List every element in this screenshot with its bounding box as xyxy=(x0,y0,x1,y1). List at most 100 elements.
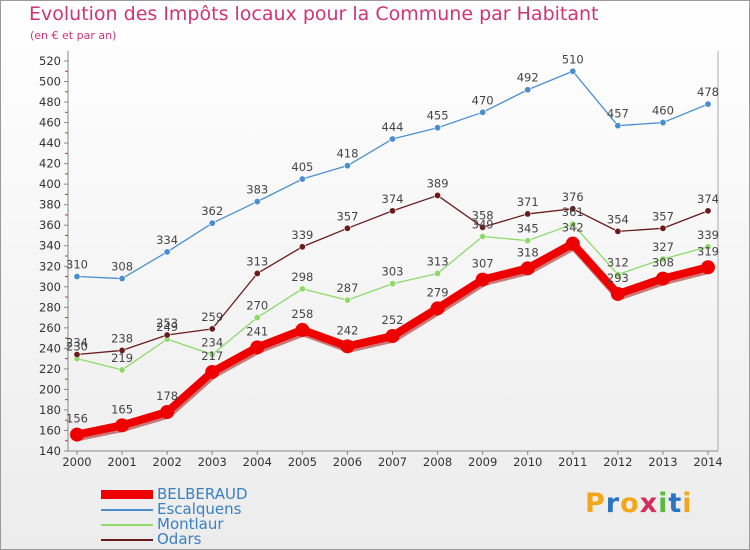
y-tick-label: 460 xyxy=(39,116,61,130)
y-tick-label: 280 xyxy=(39,300,61,314)
y-tick-label: 140 xyxy=(39,444,61,458)
data-label-belberaud: 242 xyxy=(336,323,358,337)
chart-subtitle: (en € et par an) xyxy=(30,29,117,42)
x-tick-label: 2003 xyxy=(198,455,227,469)
data-point-odars xyxy=(569,205,577,213)
data-point-odars xyxy=(118,346,126,354)
data-label-montlaur: 339 xyxy=(697,228,719,242)
y-tick-label: 500 xyxy=(39,75,61,89)
data-point-escalquens xyxy=(704,100,712,108)
data-point-montlaur xyxy=(118,366,126,374)
data-label-belberaud: 279 xyxy=(427,285,449,299)
logo-letter: P xyxy=(585,488,606,519)
data-label-escalquens: 460 xyxy=(652,104,674,118)
data-label-escalquens: 383 xyxy=(246,183,268,197)
logo-letter: t xyxy=(668,488,683,519)
data-point-odars xyxy=(479,223,487,231)
legend-swatch-odars xyxy=(101,539,153,541)
y-tick-label: 340 xyxy=(39,239,61,253)
data-label-montlaur: 219 xyxy=(111,351,133,365)
data-label-escalquens: 334 xyxy=(156,233,178,247)
y-tick-label: 440 xyxy=(39,136,61,150)
data-label-belberaud: 258 xyxy=(291,307,313,321)
data-label-belberaud: 293 xyxy=(607,271,629,285)
y-tick-label: 480 xyxy=(39,95,61,109)
data-label-montlaur: 313 xyxy=(427,254,449,268)
data-point-odars xyxy=(253,269,261,277)
data-point-belberaud xyxy=(565,236,580,251)
data-label-odars: 358 xyxy=(472,208,494,222)
y-tick-label: 420 xyxy=(39,157,61,171)
data-label-escalquens: 492 xyxy=(517,71,539,85)
data-point-odars xyxy=(163,331,171,339)
data-label-belberaud: 319 xyxy=(697,244,719,258)
x-tick-label: 2007 xyxy=(378,455,407,469)
data-labels: 310 308 334 362 383 405 418 444 455 470 492 510 457 4… xyxy=(66,52,719,425)
data-point-escalquens xyxy=(434,124,442,132)
data-point-montlaur xyxy=(704,243,712,251)
data-label-odars: 354 xyxy=(607,212,629,226)
data-label-escalquens: 362 xyxy=(201,204,223,218)
data-label-montlaur: 327 xyxy=(652,240,674,254)
data-label-escalquens: 457 xyxy=(607,107,629,121)
y-tick-label: 320 xyxy=(39,259,61,273)
data-point-escalquens xyxy=(163,248,171,256)
y-tick-label: 160 xyxy=(39,423,61,437)
data-label-escalquens: 418 xyxy=(336,147,358,161)
data-label-odars: 234 xyxy=(66,336,88,350)
data-label-odars: 376 xyxy=(562,190,584,204)
data-point-odars xyxy=(524,210,532,218)
data-point-belberaud xyxy=(610,286,625,301)
x-tick-label: 2000 xyxy=(62,455,91,469)
x-tick-label: 2001 xyxy=(107,455,136,469)
y-tick-label: 400 xyxy=(39,177,61,191)
data-label-montlaur: 270 xyxy=(246,299,268,313)
data-point-odars xyxy=(298,243,306,251)
data-label-montlaur: 287 xyxy=(336,281,358,295)
logo-letter: o xyxy=(620,488,640,519)
data-point-belberaud xyxy=(115,418,130,433)
data-point-montlaur xyxy=(434,269,442,277)
data-point-belberaud xyxy=(205,364,220,379)
legend-label-montlaur: Montlaur xyxy=(157,515,224,533)
data-point-belberaud xyxy=(701,260,715,275)
data-point-escalquens xyxy=(73,273,81,281)
data-label-odars: 374 xyxy=(382,192,404,206)
data-point-escalquens xyxy=(343,162,351,170)
x-tick-label: 2006 xyxy=(333,455,362,469)
data-label-montlaur: 230 xyxy=(66,340,88,354)
data-label-escalquens: 470 xyxy=(472,93,494,107)
data-label-escalquens: 405 xyxy=(291,160,313,174)
logo-letter: i xyxy=(682,488,693,519)
data-label-belberaud: 241 xyxy=(246,324,268,338)
data-point-montlaur xyxy=(659,255,667,263)
y-tick-label: 360 xyxy=(39,218,61,232)
legend-label-belberaud: BELBERAUD xyxy=(157,485,248,503)
data-point-belberaud xyxy=(340,339,355,354)
data-point-montlaur xyxy=(388,280,396,288)
data-point-escalquens xyxy=(524,86,532,94)
data-label-belberaud: 252 xyxy=(382,313,404,327)
data-point-odars xyxy=(659,224,667,232)
data-point-montlaur xyxy=(569,220,577,228)
x-tick-label: 2012 xyxy=(603,455,632,469)
data-label-montlaur: 361 xyxy=(562,205,584,219)
data-label-odars: 313 xyxy=(246,254,268,268)
data-point-belberaud xyxy=(520,261,535,276)
data-point-belberaud xyxy=(430,301,445,316)
data-point-escalquens xyxy=(118,275,126,283)
data-label-montlaur: 303 xyxy=(382,265,404,279)
data-point-belberaud xyxy=(385,329,400,344)
axes: 140 160 180 200 220 240 260 280 300 320 340 360 380 4… xyxy=(39,51,723,469)
data-point-escalquens xyxy=(614,122,622,130)
data-point-belberaud xyxy=(295,322,310,337)
data-label-montlaur: 312 xyxy=(607,255,629,269)
logo-letter: r xyxy=(605,488,621,519)
data-point-belberaud xyxy=(475,272,490,287)
data-label-odars: 238 xyxy=(111,331,133,345)
data-label-belberaud: 318 xyxy=(517,245,539,259)
data-point-montlaur xyxy=(524,237,532,245)
x-tick-label: 2013 xyxy=(648,455,677,469)
